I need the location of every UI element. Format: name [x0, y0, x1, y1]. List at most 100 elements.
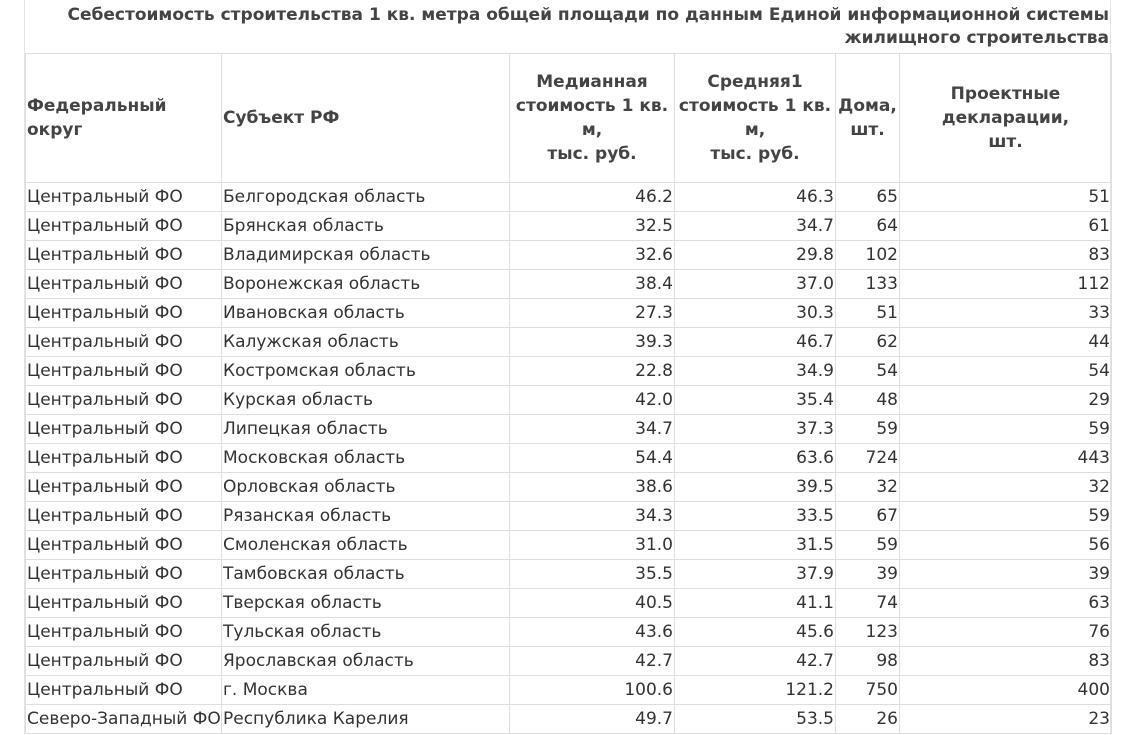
header-median-line: тыс. руб. — [547, 144, 637, 164]
cell-median: 42.0 — [509, 385, 675, 415]
table-row: Центральный ФО Тульская область 43.6 45.6 12… — [25, 617, 1112, 647]
cell-average: 121.2 — [674, 675, 836, 705]
header-average: Средняя1 стоимость 1 кв. м, тыс. руб. — [674, 53, 836, 183]
cell-median: 32.5 — [509, 211, 675, 241]
table-row: Центральный ФО Липецкая область 34.7 37.3 59… — [25, 414, 1112, 444]
table-row: Центральный ФО Белгородская область 46.2 46… — [25, 182, 1112, 212]
cell-declarations: 63 — [899, 588, 1112, 618]
cell-subject: Рязанская область — [221, 501, 510, 531]
cell-houses: 59 — [835, 414, 900, 444]
cell-okrug: Центральный ФО — [25, 559, 222, 589]
cell-median: 34.7 — [509, 414, 675, 444]
cell-okrug: Центральный ФО — [25, 530, 222, 560]
cell-declarations: 39 — [899, 559, 1112, 589]
cell-okrug: Центральный ФО — [25, 240, 222, 270]
header-houses-line: шт. — [850, 120, 885, 140]
cell-houses: 102 — [835, 240, 900, 270]
caption-line-2: жилищного строительства — [844, 28, 1109, 48]
table-row: Центральный ФО Воронежская область 38.4 37.… — [25, 269, 1112, 299]
table-row: Северо-Западный ФО Республика Карелия 49.7… — [25, 704, 1112, 734]
cell-okrug: Центральный ФО — [25, 443, 222, 473]
cell-subject: Республика Карелия — [221, 704, 510, 734]
cell-average: 45.6 — [674, 617, 836, 647]
cell-declarations: 61 — [899, 211, 1112, 241]
cell-declarations: 54 — [899, 356, 1112, 386]
table-row: Центральный ФО Ивановская область 27.3 30.3… — [25, 298, 1112, 328]
cell-average: 63.6 — [674, 443, 836, 473]
cell-average: 37.9 — [674, 559, 836, 589]
cell-houses: 48 — [835, 385, 900, 415]
cell-houses: 54 — [835, 356, 900, 386]
cell-houses: 67 — [835, 501, 900, 531]
header-houses-line: Дома, — [838, 96, 897, 116]
cell-houses: 750 — [835, 675, 900, 705]
header-median-line: м, — [581, 120, 603, 140]
header-row: Федеральный округ Субъект РФ Медианная с… — [25, 53, 1112, 183]
cell-declarations: 400 — [899, 675, 1112, 705]
header-median-line: стоимость 1 кв. — [515, 96, 669, 116]
cell-okrug: Центральный ФО — [25, 385, 222, 415]
cell-average: 35.4 — [674, 385, 836, 415]
cell-median: 32.6 — [509, 240, 675, 270]
data-table: Федеральный округ Субъект РФ Медианная с… — [25, 53, 1112, 734]
cell-average: 37.0 — [674, 269, 836, 299]
cell-median: 100.6 — [509, 675, 675, 705]
cell-houses: 59 — [835, 530, 900, 560]
cell-houses: 133 — [835, 269, 900, 299]
header-average-line: м, — [744, 120, 766, 140]
cell-subject: Тульская область — [221, 617, 510, 647]
cell-subject: Ярославская область — [221, 646, 510, 676]
cell-average: 39.5 — [674, 472, 836, 502]
table-container: Себестоимость строительства 1 кв. метра … — [24, 0, 1112, 735]
cell-declarations: 44 — [899, 327, 1112, 357]
cell-median: 35.5 — [509, 559, 675, 589]
cell-median: 34.3 — [509, 501, 675, 531]
cell-houses: 39 — [835, 559, 900, 589]
cell-subject: Калужская область — [221, 327, 510, 357]
cell-okrug: Центральный ФО — [25, 327, 222, 357]
cell-average: 31.5 — [674, 530, 836, 560]
cell-declarations: 32 — [899, 472, 1112, 502]
cell-declarations: 23 — [899, 704, 1112, 734]
cell-houses: 74 — [835, 588, 900, 618]
cell-declarations: 83 — [899, 240, 1112, 270]
cell-subject: Орловская область — [221, 472, 510, 502]
cell-declarations: 76 — [899, 617, 1112, 647]
cell-average: 29.8 — [674, 240, 836, 270]
cell-okrug: Центральный ФО — [25, 675, 222, 705]
cell-okrug: Центральный ФО — [25, 501, 222, 531]
cell-okrug: Центральный ФО — [25, 269, 222, 299]
table-row: Центральный ФО Брянская область 32.5 34.7 64… — [25, 211, 1112, 241]
cell-okrug: Центральный ФО — [25, 414, 222, 444]
cell-declarations: 56 — [899, 530, 1112, 560]
cell-subject: Брянская область — [221, 211, 510, 241]
cell-average: 46.3 — [674, 182, 836, 212]
cell-subject: Ивановская область — [221, 298, 510, 328]
header-houses: Дома, шт. — [835, 53, 900, 183]
cell-subject: Московская область — [221, 443, 510, 473]
cell-median: 42.7 — [509, 646, 675, 676]
cell-average: 46.7 — [674, 327, 836, 357]
cell-median: 43.6 — [509, 617, 675, 647]
table-row: Центральный ФО Московская область 54.4 63.6… — [25, 443, 1112, 473]
cell-subject: Тамбовская область — [221, 559, 510, 589]
table-row: Центральный ФО Владимирская область 32.6 29… — [25, 240, 1112, 270]
cell-declarations: 51 — [899, 182, 1112, 212]
cell-subject: Белгородская область — [221, 182, 510, 212]
cell-subject: Тверская область — [221, 588, 510, 618]
cell-declarations: 59 — [899, 501, 1112, 531]
cell-okrug: Центральный ФО — [25, 298, 222, 328]
cell-houses: 123 — [835, 617, 900, 647]
cell-average: 42.7 — [674, 646, 836, 676]
table-row: Центральный ФО Калужская область 39.3 46.7 6… — [25, 327, 1112, 357]
cell-declarations: 59 — [899, 414, 1112, 444]
cell-subject: Курская область — [221, 385, 510, 415]
header-median: Медианная стоимость 1 кв. м, тыс. руб. — [509, 53, 675, 183]
cell-declarations: 443 — [899, 443, 1112, 473]
cell-median: 38.6 — [509, 472, 675, 502]
cell-average: 33.5 — [674, 501, 836, 531]
table-row: Центральный ФО Тверская область 40.5 41.1 74… — [25, 588, 1112, 618]
cell-subject: Липецкая область — [221, 414, 510, 444]
table-row: Центральный ФО Ярославская область 42.7 42.… — [25, 646, 1112, 676]
cell-declarations: 33 — [899, 298, 1112, 328]
